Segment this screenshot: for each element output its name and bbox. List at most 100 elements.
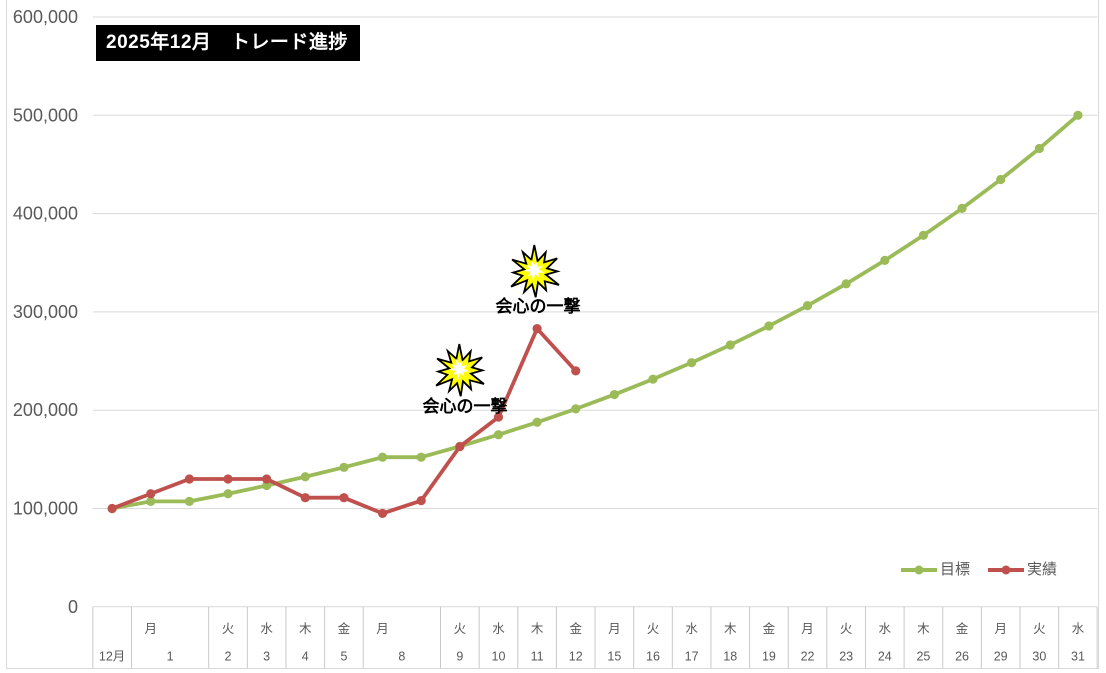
y-axis-label: 400,000 [13,204,78,224]
series-actual-line [110,326,578,516]
chart-border [6,0,1099,669]
x-axis-date-label: 19 [762,650,776,664]
x-axis-weekday-label: 金 [569,621,582,636]
x-axis-weekday-label: 木 [299,622,312,636]
x-axis-weekday-label: 月 [608,622,621,636]
y-axis-label: 300,000 [13,302,78,322]
series-target-marker [184,496,194,506]
series-actual-marker [184,474,194,484]
series-target-marker [223,489,233,499]
x-axis-date-label: 22 [801,650,815,664]
x-axis-date-label: 4 [302,650,309,664]
x-axis-weekday-label: 月 [994,622,1007,636]
x-axis-date-label: 3 [263,650,270,664]
y-axis-label: 600,000 [13,7,78,27]
series-actual-marker [300,493,310,503]
x-axis-date-label: 9 [456,650,463,664]
x-axis-date-label: 24 [878,650,892,664]
legend-line-sample [988,565,1025,575]
y-axis-label: 500,000 [13,105,78,125]
legend-label: 実績 [1027,561,1058,578]
series-actual-marker [107,503,117,514]
x-axis-weekday-label: 火 [1033,622,1046,636]
x-axis-date-label: 10 [492,650,506,664]
x-axis-weekday-label: 火 [840,622,853,636]
x-axis-date-label: 17 [685,650,699,664]
series-target-marker [262,480,272,491]
y-axis-label: 0 [68,597,78,617]
series-target-marker [957,203,967,213]
x-axis-date-label: 11 [531,650,544,664]
x-axis-date-label: 12月 [99,650,125,664]
legend-marker-dot [1001,565,1011,575]
series-target-marker [339,462,349,472]
series-actual-marker [339,493,349,503]
series-target-marker [648,374,658,384]
series-target-marker [377,452,388,462]
series-target-marker [532,417,542,427]
series-target-marker [996,174,1006,185]
x-axis-weekday-label: 木 [724,622,737,636]
x-axis-date-label: 16 [646,650,660,664]
x-axis-weekday-label: 金 [338,621,351,636]
series-target-marker [687,358,697,368]
legend-line-sample [901,565,937,575]
series-target-marker [802,301,813,311]
x-axis-weekday-label: 水 [879,622,892,636]
legend-label: 目標 [940,561,971,578]
x-axis-weekday-label: 火 [454,622,467,636]
series-target-marker [764,321,774,331]
x-axis-date-label: 30 [1032,650,1046,664]
x-axis-weekday-label: 火 [647,622,660,636]
series-actual-marker [262,474,272,484]
series-target-marker [1034,143,1044,154]
series-target-marker [609,389,619,400]
series-target-marker [918,230,929,240]
series-actual-marker [223,474,233,484]
series-actual-marker [571,366,581,376]
x-axis-weekday-label: 月 [144,622,157,636]
x-axis-weekday-label: 金 [763,621,776,636]
series-target-marker [1073,110,1083,120]
x-axis-weekday-label: 月 [801,622,814,636]
annotation-label: 会心の一撃 [496,296,581,316]
x-axis-date-label: 23 [839,650,853,664]
series-target-marker [300,472,310,482]
series-target-marker [493,430,504,440]
x-axis-date-label: 2 [225,650,232,664]
legend-item-actual: 実績 [988,562,1057,578]
legend: 目標 実績 [901,562,1057,578]
series-target-marker [571,404,581,414]
series-target-marker [416,452,426,462]
x-axis-date-label: 15 [607,650,621,664]
x-axis-date-label: 8 [398,650,405,664]
x-axis-weekday-label: 水 [260,622,273,636]
page-title: 2025年12月 トレード進捗 [96,25,360,61]
x-axis-date-label: 5 [340,650,347,664]
series-target-marker [841,279,851,289]
x-axis-date-label: 31 [1071,650,1085,664]
series-actual-marker [377,508,388,519]
x-axis-weekday-label: 水 [1072,622,1085,636]
legend-marker-dot [914,565,924,575]
x-axis-date-label: 25 [916,650,930,664]
series-target-marker [725,340,735,350]
x-axis-date-label: 26 [955,650,969,664]
legend-item-target: 目標 [901,562,970,578]
x-axis-weekday-label: 水 [492,622,505,636]
series-target-marker [880,255,890,266]
x-axis-date-label: 29 [994,650,1008,664]
series-actual-marker [532,324,542,334]
x-axis-weekday-label: 水 [685,622,698,636]
x-axis-weekday-label: 木 [531,622,544,636]
starburst-inner [523,259,545,282]
x-axis-date-label: 1 [167,650,174,664]
y-axis-label: 200,000 [13,400,78,420]
x-axis-weekday-label: 木 [917,622,930,636]
x-axis-weekday-label: 火 [222,622,235,636]
series-target-marker [146,496,156,506]
series-actual-marker [493,412,504,422]
y-axis-label: 100,000 [13,499,78,519]
